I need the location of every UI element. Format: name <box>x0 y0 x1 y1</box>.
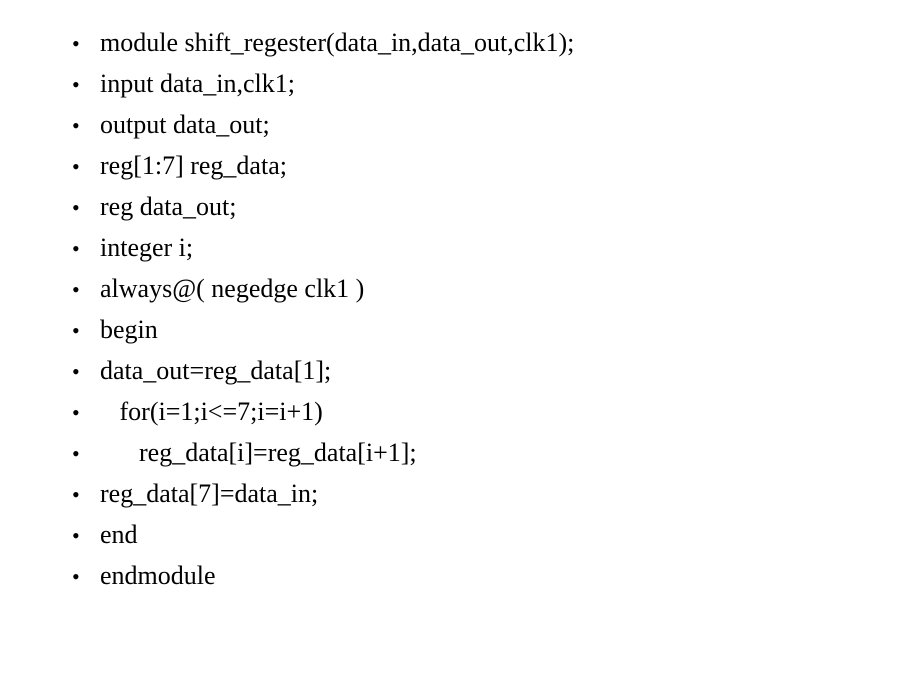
code-line: • for(i=1;i<=7;i=i+1) <box>72 397 920 427</box>
code-listing: •module shift_regester(data_in,data_out,… <box>72 28 920 591</box>
code-text: module shift_regester(data_in,data_out,c… <box>100 28 574 58</box>
code-line: •module shift_regester(data_in,data_out,… <box>72 28 920 58</box>
code-text: integer i; <box>100 233 193 263</box>
code-line: •output data_out; <box>72 110 920 140</box>
code-text: input data_in,clk1; <box>100 69 295 99</box>
code-line: • reg_data[i]=reg_data[i+1]; <box>72 438 920 468</box>
bullet-icon: • <box>72 400 100 426</box>
bullet-icon: • <box>72 277 100 303</box>
bullet-icon: • <box>72 31 100 57</box>
bullet-icon: • <box>72 154 100 180</box>
code-text: reg data_out; <box>100 192 236 222</box>
bullet-icon: • <box>72 359 100 385</box>
bullet-icon: • <box>72 441 100 467</box>
code-text: reg[1:7] reg_data; <box>100 151 287 181</box>
code-text: data_out=reg_data[1]; <box>100 356 331 386</box>
code-line: •begin <box>72 315 920 345</box>
bullet-icon: • <box>72 72 100 98</box>
code-text: begin <box>100 315 158 345</box>
code-line: •data_out=reg_data[1]; <box>72 356 920 386</box>
code-line: •reg[1:7] reg_data; <box>72 151 920 181</box>
code-text: always@( negedge clk1 ) <box>100 274 364 304</box>
code-line: •input data_in,clk1; <box>72 69 920 99</box>
code-line: •integer i; <box>72 233 920 263</box>
bullet-icon: • <box>72 236 100 262</box>
bullet-icon: • <box>72 113 100 139</box>
code-text: reg_data[7]=data_in; <box>100 479 318 509</box>
code-line: •reg data_out; <box>72 192 920 222</box>
bullet-icon: • <box>72 482 100 508</box>
code-line: •always@( negedge clk1 ) <box>72 274 920 304</box>
code-text: reg_data[i]=reg_data[i+1]; <box>100 438 417 468</box>
code-text: for(i=1;i<=7;i=i+1) <box>100 397 323 427</box>
code-line: •reg_data[7]=data_in; <box>72 479 920 509</box>
bullet-icon: • <box>72 318 100 344</box>
code-line: •endmodule <box>72 561 920 591</box>
code-line: •end <box>72 520 920 550</box>
code-text: output data_out; <box>100 110 270 140</box>
bullet-icon: • <box>72 523 100 549</box>
code-text: endmodule <box>100 561 216 591</box>
bullet-icon: • <box>72 564 100 590</box>
code-text: end <box>100 520 138 550</box>
bullet-icon: • <box>72 195 100 221</box>
